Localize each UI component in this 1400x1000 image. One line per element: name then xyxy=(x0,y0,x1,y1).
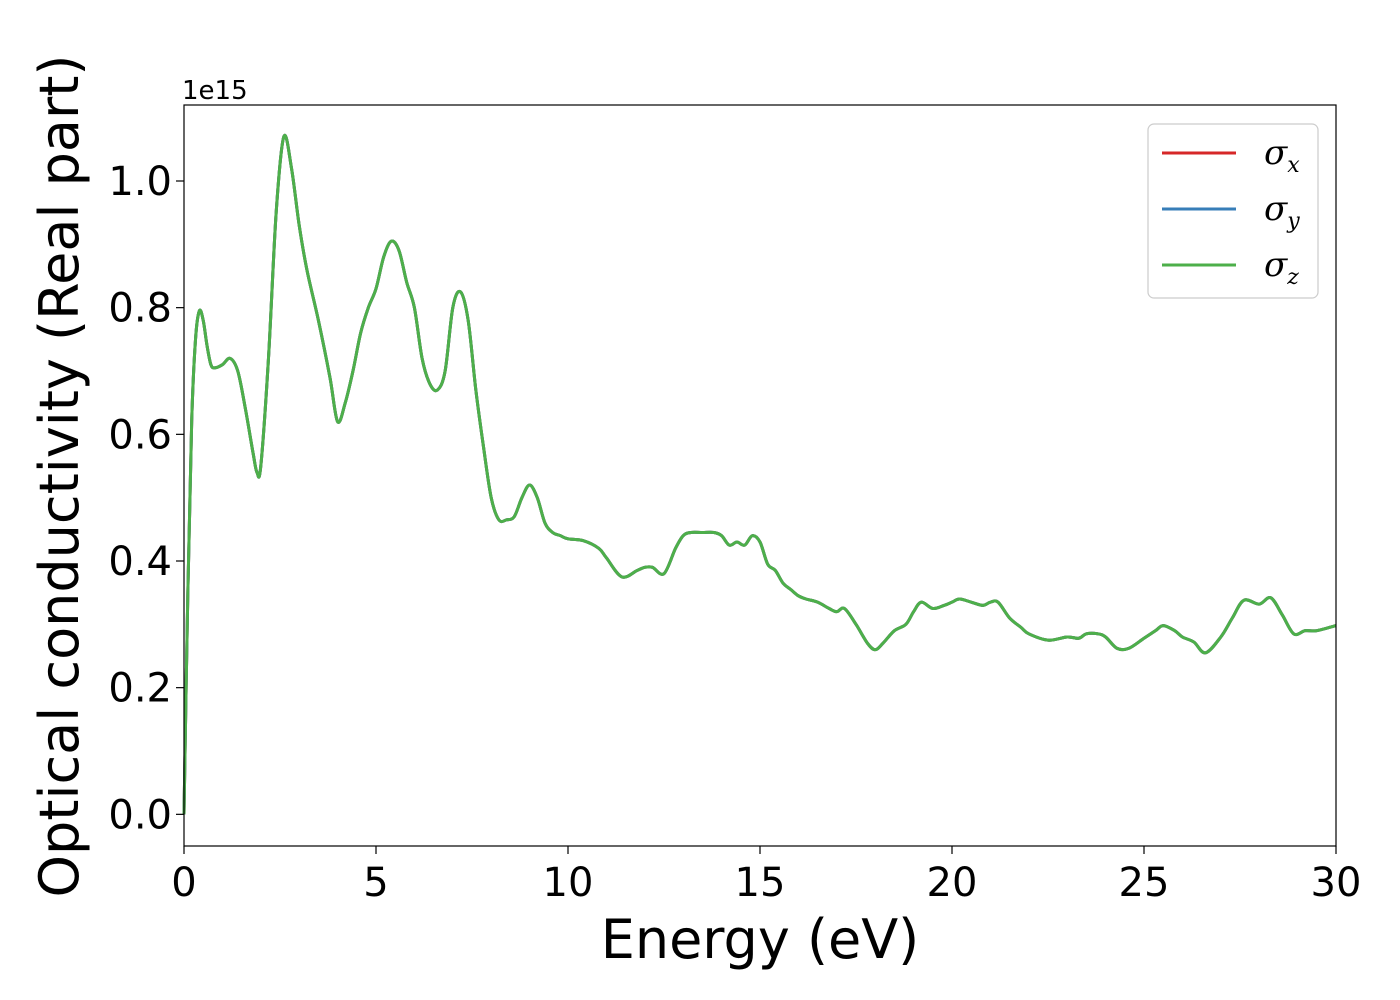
y-tick-label: 0.6 xyxy=(108,412,172,458)
x-tick-label: 15 xyxy=(735,860,786,906)
y-tick-label: 0.4 xyxy=(108,539,172,585)
y-tick-label: 0.0 xyxy=(108,792,172,838)
series-line-sigma-z xyxy=(182,133,1337,815)
legend-label-sigma-z: σz xyxy=(1264,245,1299,290)
x-tick-label: 10 xyxy=(543,860,594,906)
x-tick-label: 0 xyxy=(171,860,196,906)
series-layer xyxy=(182,133,1337,815)
y-tick-label: 0.2 xyxy=(108,666,172,712)
legend: σx σy σz xyxy=(1147,123,1319,299)
x-tick-label: 5 xyxy=(363,860,388,906)
legend-box xyxy=(1147,123,1319,299)
legend-label-sigma-y: σy xyxy=(1264,189,1300,234)
legend-items: σx σy σz xyxy=(1162,133,1300,290)
x-tick-label: 20 xyxy=(927,860,978,906)
x-tick-label: 25 xyxy=(1119,860,1170,906)
x-axis: 0 5 10 15 20 25 30 xyxy=(171,846,1361,906)
legend-label-sigma-x: σx xyxy=(1264,133,1300,178)
y-tick-label: 0.8 xyxy=(108,286,172,332)
x-axis-title: Energy (eV) xyxy=(601,908,920,971)
y-axis: 0.0 0.2 0.4 0.6 0.8 1.0 xyxy=(108,159,184,838)
y-offset-label: 1e15 xyxy=(182,76,248,106)
x-tick-label: 30 xyxy=(1311,860,1362,906)
y-tick-label: 1.0 xyxy=(108,159,172,205)
y-axis-title: Optical conductivity (Real part) xyxy=(28,55,91,898)
